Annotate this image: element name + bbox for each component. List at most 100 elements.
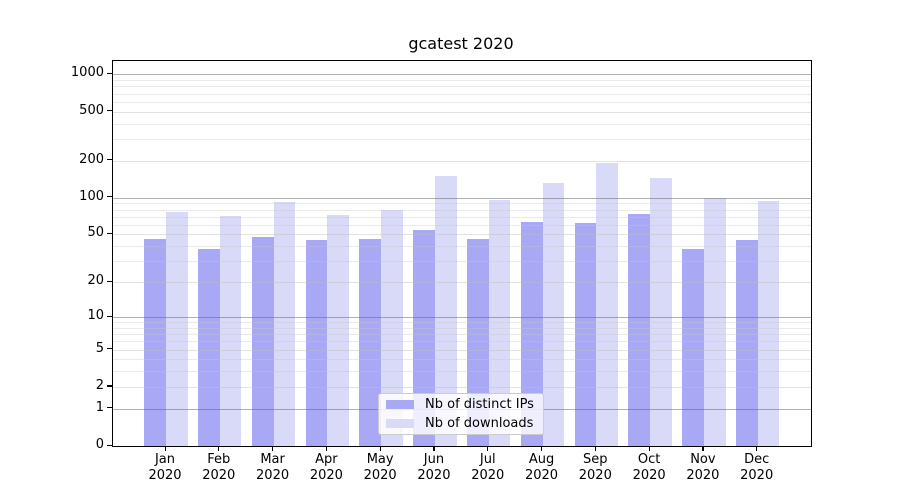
xtick-label-jun: Jun 2020 [417,452,451,483]
bar-may-downloads [381,209,403,446]
xtick-mark-sep [594,446,596,451]
legend-label-downloads: Nb of downloads [425,416,534,431]
legend-row-downloads: Nb of downloads [379,416,543,431]
legend: Nb of distinct IPs Nb of downloads [378,393,544,435]
gridline-3 [113,371,811,373]
xtick-mark-feb [218,446,220,451]
gridline-50 [113,234,811,236]
xtick-mark-jun [433,446,435,451]
bar-apr-downloads [327,215,350,446]
gridline-7 [113,334,811,336]
bar-dec-distinct-ips [735,240,758,446]
bar-jul-downloads [488,200,511,446]
gridline-900 [113,80,811,81]
gridline-600 [113,101,811,103]
xtick-label-may: May 2020 [363,452,397,483]
bar-sep-distinct-ips [574,223,597,446]
ytick-mark-0 [107,444,112,446]
xtick-label-dec: Dec 2020 [740,452,774,483]
bar-nov-downloads [703,197,726,446]
xtick-label-apr: Apr 2020 [309,452,343,483]
ytick-label-500: 500 [79,102,104,118]
bar-jan-downloads [166,211,188,446]
gridline-800 [113,86,811,88]
ytick-label-5: 5 [95,340,104,356]
gridline-1000 [113,74,811,76]
bar-nov-distinct-ips [682,248,704,446]
xtick-label-oct: Oct 2020 [632,452,666,483]
ytick-label-1: 1 [95,399,104,415]
gridline-8 [113,327,811,329]
legend-swatch-downloads [386,419,414,428]
xtick-mark-aug [541,446,543,451]
ytick-mark-200 [107,159,112,161]
xtick-mark-jul [487,446,489,451]
ytick-label-50: 50 [87,225,104,241]
gridline-80 [113,209,811,211]
bar-aug-downloads [542,182,565,446]
plot-inner [113,61,811,446]
bar-dec-downloads [757,201,780,446]
bar-may-distinct-ips [359,238,382,446]
xtick-label-jan: Jan 2020 [148,452,182,483]
chart-title: gcatest 2020 [408,34,514,53]
gridline-100 [113,197,811,199]
xtick-label-mar: Mar 2020 [256,452,290,483]
bar-mar-distinct-ips [251,236,274,446]
ytick-label-200: 200 [79,151,104,167]
gridline-60 [113,224,811,226]
bar-oct-distinct-ips [628,213,651,446]
gridline-400 [113,123,811,125]
ytick-mark-5 [107,348,112,350]
gridline-700 [113,93,811,95]
gridline-9 [113,322,811,324]
gridline-20 [113,282,811,284]
xtick-label-aug: Aug 2020 [524,452,559,483]
ytick-mark-2 [107,385,112,387]
gridline-70 [113,216,811,218]
ytick-label-20: 20 [87,273,104,289]
gridline-90 [113,203,811,205]
ytick-mark-500 [107,110,112,112]
bar-mar-downloads [273,201,296,446]
bar-feb-downloads [219,215,242,446]
gridline-2 [113,386,811,388]
bar-jun-downloads [434,176,457,446]
plot-area [112,60,812,447]
xtick-label-sep: Sep 2020 [578,452,612,483]
xtick-label-feb: Feb 2020 [202,452,236,483]
legend-swatch-distinct-ips [386,400,414,409]
ytick-label-1000: 1000 [70,65,104,81]
gridline-5 [113,349,811,351]
bar-apr-distinct-ips [305,240,328,446]
bar-jan-distinct-ips [144,238,166,446]
legend-row-distinct-ips: Nb of distinct IPs [379,397,543,412]
xtick-mark-jan [164,446,166,451]
gridline-300 [113,138,811,140]
bar-sep-downloads [596,162,618,446]
gridline-4 [113,359,811,361]
xtick-mark-may [379,446,381,451]
ytick-label-100: 100 [79,188,104,204]
ytick-mark-10 [107,315,112,317]
gridline-30 [113,261,811,263]
ytick-mark-100 [107,196,112,198]
xtick-label-jul: Jul 2020 [471,452,505,483]
xtick-mark-oct [648,446,650,451]
xtick-mark-nov [702,446,704,451]
gridline-10 [113,317,811,318]
ytick-mark-20 [107,280,112,282]
bar-jun-distinct-ips [413,230,435,446]
ytick-mark-50 [107,232,112,235]
gridline-6 [113,341,811,343]
bar-aug-distinct-ips [520,222,543,446]
bar-feb-distinct-ips [198,248,220,446]
ytick-label-2: 2 [95,377,104,393]
ytick-mark-1000 [107,72,112,75]
legend-label-distinct-ips: Nb of distinct IPs [425,397,534,412]
bar-oct-downloads [650,177,672,446]
gridline-200 [113,160,811,162]
xtick-mark-apr [325,446,328,451]
xtick-mark-dec [756,446,758,451]
